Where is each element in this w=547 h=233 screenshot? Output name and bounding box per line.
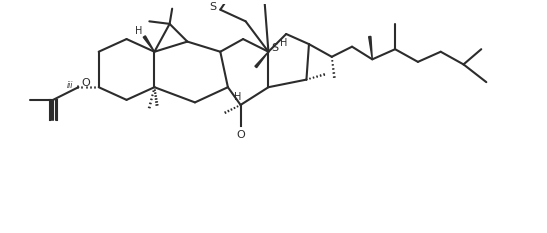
- Text: H: H: [280, 38, 287, 48]
- Polygon shape: [369, 36, 373, 59]
- Text: H: H: [135, 27, 142, 37]
- Polygon shape: [255, 52, 269, 68]
- Text: S: S: [209, 2, 216, 12]
- Text: H: H: [234, 93, 242, 103]
- Polygon shape: [143, 36, 154, 52]
- Text: iii: iii: [67, 81, 73, 90]
- Text: O: O: [81, 78, 90, 88]
- Text: S: S: [271, 43, 278, 53]
- Text: O: O: [236, 130, 245, 140]
